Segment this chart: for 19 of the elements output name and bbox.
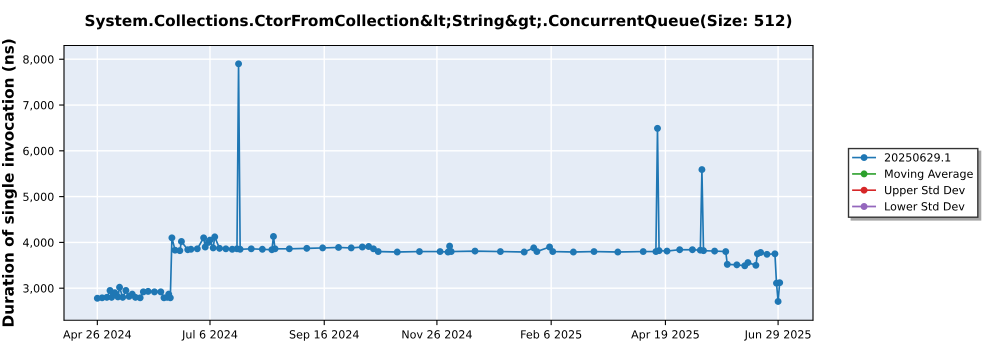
legend-label: 20250629.1 <box>884 153 950 162</box>
y-axis-title: Duration of single invocation (ns) <box>2 40 17 326</box>
x-tick-label: Nov 26 2024 <box>402 330 472 339</box>
y-tick-label: 7,000 <box>23 101 54 111</box>
y-tick-label: 4,000 <box>23 238 54 248</box>
x-tick-label: Sep 16 2024 <box>290 330 359 341</box>
x-tick-label: Apr 26 2024 <box>63 330 132 341</box>
x-tick-label: Jun 29 2025 <box>744 330 811 341</box>
chart-title: System.Collections.CtorFromCollection&lt;String&gt;.ConcurrentQueue(Size: 512) <box>86 14 792 30</box>
x-tick-label: Jul 6 2024 <box>182 330 238 341</box>
y-tick-label: 5,000 <box>23 192 54 202</box>
legend-label: Moving Average <box>885 169 973 180</box>
x-tick-label: Apr 19 2025 <box>631 330 699 341</box>
x-tick-label: Feb 6 2025 <box>521 330 582 339</box>
y-tick-label: 6,000 <box>23 146 54 156</box>
legend-label: Lower Std Dev <box>885 202 965 211</box>
y-tick-label: 8,000 <box>23 55 54 65</box>
legend-label: Upper Std Dev <box>885 186 965 196</box>
y-tick-label: 3,000 <box>23 284 54 294</box>
